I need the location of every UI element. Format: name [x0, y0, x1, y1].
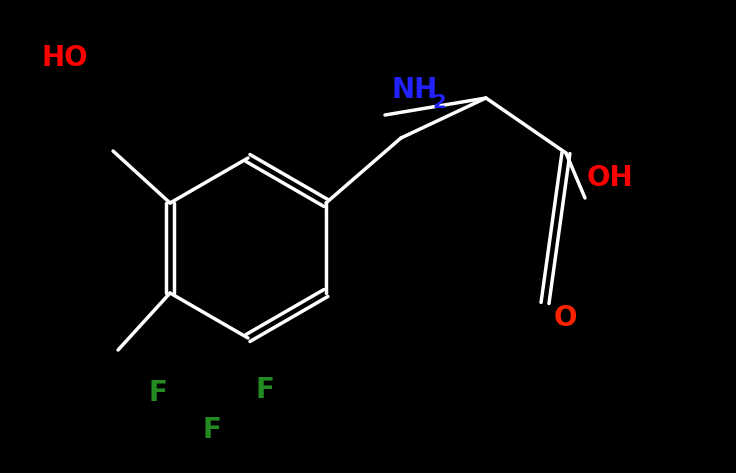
Text: F: F — [202, 416, 222, 444]
Text: O: O — [553, 304, 577, 332]
Text: HO: HO — [42, 44, 88, 72]
Text: 2: 2 — [432, 93, 446, 112]
Text: NH: NH — [392, 76, 438, 104]
Text: F: F — [255, 376, 275, 404]
Text: F: F — [149, 379, 167, 407]
Text: OH: OH — [587, 164, 633, 192]
